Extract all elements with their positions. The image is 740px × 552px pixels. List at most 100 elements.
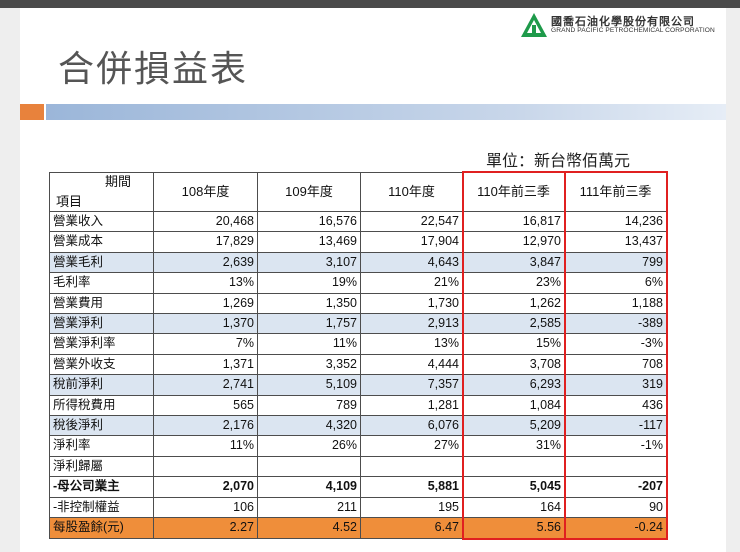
window-top-bar: [0, 0, 740, 8]
value-cell: 6.47: [360, 517, 463, 539]
value-cell: 5,881: [360, 476, 463, 498]
value-cell: 2,070: [153, 476, 258, 498]
table-row: 營業毛利 2,639 3,107 4,643 3,847 799: [49, 251, 667, 274]
column-header: 108年度: [153, 172, 258, 212]
table-row: 營業收入 20,468 16,576 22,547 16,817 14,236: [49, 210, 667, 233]
row-label: 營業毛利: [49, 251, 154, 274]
value-cell: [153, 455, 258, 478]
column-header: 111年前三季: [564, 172, 667, 212]
value-cell: 5.56: [462, 517, 565, 539]
value-cell: 1,757: [257, 313, 361, 335]
row-label: -母公司業主: [49, 476, 154, 498]
table-row: 營業淨利 1,370 1,757 2,913 2,585 -389: [49, 313, 667, 335]
value-cell: 2,176: [153, 415, 258, 437]
value-cell: -117: [564, 415, 667, 437]
table-row: 營業外收支 1,371 3,352 4,444 3,708 708: [49, 353, 667, 376]
column-header: 110年前三季: [462, 172, 565, 212]
table-header-row: 期間 項目 108年度 109年度 110年度 110年前三季 111年前三季: [49, 172, 667, 212]
value-cell: 2,913: [360, 313, 463, 335]
title-accent-bar-blue: [46, 104, 726, 120]
value-cell: 3,708: [462, 353, 565, 376]
value-cell: 22,547: [360, 210, 463, 233]
value-cell: 1,269: [153, 292, 258, 315]
value-cell: 4,643: [360, 251, 463, 274]
value-cell: 3,107: [257, 251, 361, 274]
value-cell: 2,585: [462, 313, 565, 335]
unit-note: 單位：新台幣佰萬元: [486, 151, 631, 170]
company-name-cn: 國喬石油化學股份有限公司: [551, 15, 695, 28]
value-cell: 13%: [153, 272, 258, 294]
value-cell: 17,904: [360, 231, 463, 253]
value-cell: 12,970: [462, 231, 565, 253]
company-logo: 國喬石油化學股份有限公司 GRAND PACIFIC PETROCHEMICAL…: [520, 12, 726, 40]
value-cell: 4,320: [257, 415, 361, 437]
value-cell: 789: [257, 394, 361, 417]
table-row: 所得稅費用 565 789 1,281 1,084 436: [49, 394, 667, 417]
value-cell: [564, 455, 667, 478]
value-cell: 6,293: [462, 374, 565, 396]
table-row: 營業淨利率 7% 11% 13% 15% -3%: [49, 333, 667, 355]
viewer-left-margin: [0, 8, 20, 552]
value-cell: 164: [462, 496, 565, 519]
row-label: 營業費用: [49, 292, 154, 315]
value-cell: 4.52: [257, 517, 361, 539]
row-label: 營業收入: [49, 210, 154, 233]
value-cell: 20,468: [153, 210, 258, 233]
company-logo-icon: [521, 13, 547, 37]
column-header: 109年度: [257, 172, 361, 212]
value-cell: 27%: [360, 435, 463, 457]
slide-title: 合併損益表: [58, 49, 249, 90]
value-cell: 1,281: [360, 394, 463, 417]
value-cell: 6,076: [360, 415, 463, 437]
value-cell: 13,469: [257, 231, 361, 253]
value-cell: [257, 455, 361, 478]
row-label: 營業淨利率: [49, 333, 154, 355]
value-cell: 436: [564, 394, 667, 417]
value-cell: 23%: [462, 272, 565, 294]
table-row: 營業成本 17,829 13,469 17,904 12,970 13,437: [49, 231, 667, 253]
value-cell: 2,741: [153, 374, 258, 396]
value-cell: 5,045: [462, 476, 565, 498]
row-label: 稅前淨利: [49, 374, 154, 396]
value-cell: -207: [564, 476, 667, 498]
value-cell: 2,639: [153, 251, 258, 274]
table-row: 每股盈餘(元) 2.27 4.52 6.47 5.56 -0.24: [49, 517, 667, 539]
value-cell: 565: [153, 394, 258, 417]
value-cell: 26%: [257, 435, 361, 457]
value-cell: 3,352: [257, 353, 361, 376]
value-cell: 11%: [153, 435, 258, 457]
value-cell: 21%: [360, 272, 463, 294]
value-cell: [360, 455, 463, 478]
value-cell: 15%: [462, 333, 565, 355]
value-cell: 1,371: [153, 353, 258, 376]
table-row: 稅前淨利 2,741 5,109 7,357 6,293 319: [49, 374, 667, 396]
value-cell: 7%: [153, 333, 258, 355]
value-cell: 13%: [360, 333, 463, 355]
value-cell: 1,350: [257, 292, 361, 315]
value-cell: 14,236: [564, 210, 667, 233]
row-label: 所得稅費用: [49, 394, 154, 417]
row-label: 淨利歸屬: [49, 455, 154, 478]
table-row: -非控制權益 106 211 195 164 90: [49, 496, 667, 519]
value-cell: 4,109: [257, 476, 361, 498]
table-row: 淨利歸屬: [49, 455, 667, 478]
value-cell: 1,262: [462, 292, 565, 315]
value-cell: 31%: [462, 435, 565, 457]
value-cell: -0.24: [564, 517, 667, 539]
value-cell: 1,084: [462, 394, 565, 417]
slide: 國喬石油化學股份有限公司 GRAND PACIFIC PETROCHEMICAL…: [20, 8, 726, 552]
value-cell: 19%: [257, 272, 361, 294]
value-cell: -1%: [564, 435, 667, 457]
viewer-right-margin: [726, 8, 740, 552]
row-label: 淨利率: [49, 435, 154, 457]
value-cell: 90: [564, 496, 667, 519]
value-cell: 1,188: [564, 292, 667, 315]
value-cell: 1,730: [360, 292, 463, 315]
income-statement-table: 期間 項目 108年度 109年度 110年度 110年前三季 111年前三季 …: [49, 172, 667, 539]
table-row: -母公司業主 2,070 4,109 5,881 5,045 -207: [49, 476, 667, 498]
table-row: 淨利率 11% 26% 27% 31% -1%: [49, 435, 667, 457]
value-cell: 17,829: [153, 231, 258, 253]
header-corner-cell: 期間 項目: [49, 172, 154, 212]
value-cell: 1,370: [153, 313, 258, 335]
value-cell: [462, 455, 565, 478]
